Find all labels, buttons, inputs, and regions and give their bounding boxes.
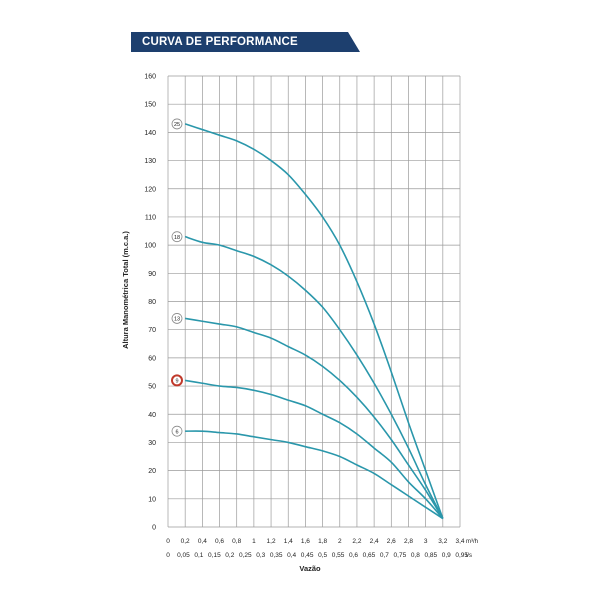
x-tick-label-m3h: 2 [338,538,342,545]
series-label-9: 9 [175,379,178,385]
chart-grid [167,75,461,528]
x-tick-label-ls: 0,6 [349,552,358,559]
x-tick-label-m3h: 0,2 [181,538,190,545]
y-tick-label: 110 [145,214,156,221]
chart-curves [184,123,444,520]
series-markers: 25 18 13 9 6 [171,118,183,437]
x-tick-label-ls: 0,05 [177,552,190,559]
series-marker-18 [171,231,183,243]
x-tick-label-m3h: 1,8 [318,538,327,545]
x-tick-label-m3h: 3 [424,538,428,545]
x-tick-label-ls: 0,75 [394,552,407,559]
x-tick-label-m3h: 0 [166,538,170,545]
x-tick-label-ls: 0,65 [363,552,376,559]
x-tick-label-ls: 0 [166,552,170,559]
series-label-13: 13 [174,317,180,323]
x-tick-label-ls: 0,9 [442,552,451,559]
curve-13 [185,317,444,519]
x-tick-label-ls: 0,2 [225,552,234,559]
x-tick-label-ls: 0,95 [455,552,468,559]
x-tick-label-ls: 0,7 [380,552,389,559]
x-tick-label-m3h: 0,4 [198,538,207,545]
x-tick-label-ls: 0,4 [287,552,296,559]
x-tick-label-ls: 0,3 [256,552,265,559]
header-banner [131,32,360,52]
curve-18 [184,235,444,519]
x-unit-m3h: m³/h [466,539,478,545]
series-marker-6 [171,425,183,437]
y-tick-label: 30 [148,440,156,447]
x-tick-label-m3h: 3,2 [438,538,447,545]
curve-25 [184,123,444,519]
x-tick-label-ls: 0,25 [239,552,252,559]
y-tick-label: 50 [148,384,156,391]
series-marker-9 [171,374,183,387]
x-tick-label-m3h: 2,4 [370,538,379,545]
series-marker-25 [171,118,183,130]
series-marker-13 [171,313,183,324]
y-tick-label: 140 [144,130,156,137]
x-tick-label-m3h: 1,2 [267,538,276,545]
y-tick-label: 70 [148,327,156,334]
x-tick-label-m3h: 1,6 [301,538,310,545]
y-tick-label: 90 [148,271,156,278]
x-tick-label-m3h: 0,8 [232,538,241,545]
x-tick-label-m3h: 1 [252,538,256,545]
x-tick-label-m3h: 2,8 [404,538,413,545]
x-tick-label-ls: 0,45 [301,552,314,559]
x-tick-label-ls: 0,1 [194,552,203,559]
y-tick-label: 0 [152,525,156,532]
page-title: CURVA DE PERFORMANCE [142,36,298,48]
y-tick-label: 130 [144,158,156,165]
y-tick-label: 60 [148,355,156,362]
series-label-25: 25 [174,122,180,128]
x-tick-label-ls: 0,85 [424,552,437,559]
y-tick-label: 80 [148,299,156,306]
x-unit-ls: l/s [466,553,472,559]
curve-6 [185,430,444,520]
x-axis-label: Vazão [299,564,321,573]
y-axis-label: Altura Manométrica Total (m.c.a.) [121,231,130,349]
series-label-6: 6 [175,429,178,435]
x-tick-label-m3h: 0,6 [215,538,224,545]
y-tick-label: 150 [144,102,156,109]
x-tick-label-ls: 0,55 [332,552,345,559]
y-tick-label: 10 [148,496,156,503]
x-tick-label-m3h: 2,6 [387,538,396,545]
banner-shape [131,32,360,52]
x-axis-ticks-m3h: 0 0,2 0,4 0,6 0,8 1 1,2 1,4 1,6 1,8 2 2,2 2,4 2,6 2,8 3… [166,538,478,545]
x-tick-label-m3h: 3,4 [455,538,464,545]
x-tick-label-m3h: 1,4 [284,538,293,545]
x-axis-ticks-ls: 0 0,05 0,1 0,15 0,2 0,25 0,3 0,35 0,4 0,45 0,5 0,55… [166,552,472,559]
y-axis-ticks: 0 10 20 30 40 50 60 70 80 90 100 110 120 130 140 150 160 [144,74,156,532]
x-tick-label-ls: 0,8 [411,552,420,559]
x-tick-label-ls: 0,15 [208,552,221,559]
y-tick-label: 120 [144,186,156,193]
x-tick-label-ls: 0,35 [270,552,283,559]
x-tick-label-m3h: 2,2 [352,538,361,545]
series-label-18: 18 [174,235,180,241]
x-tick-label-ls: 0,5 [318,552,327,559]
y-tick-label: 20 [148,468,156,475]
y-tick-label: 40 [148,412,156,419]
curve-9 [185,379,444,520]
y-tick-label: 160 [144,74,156,81]
y-tick-label: 100 [144,243,156,250]
